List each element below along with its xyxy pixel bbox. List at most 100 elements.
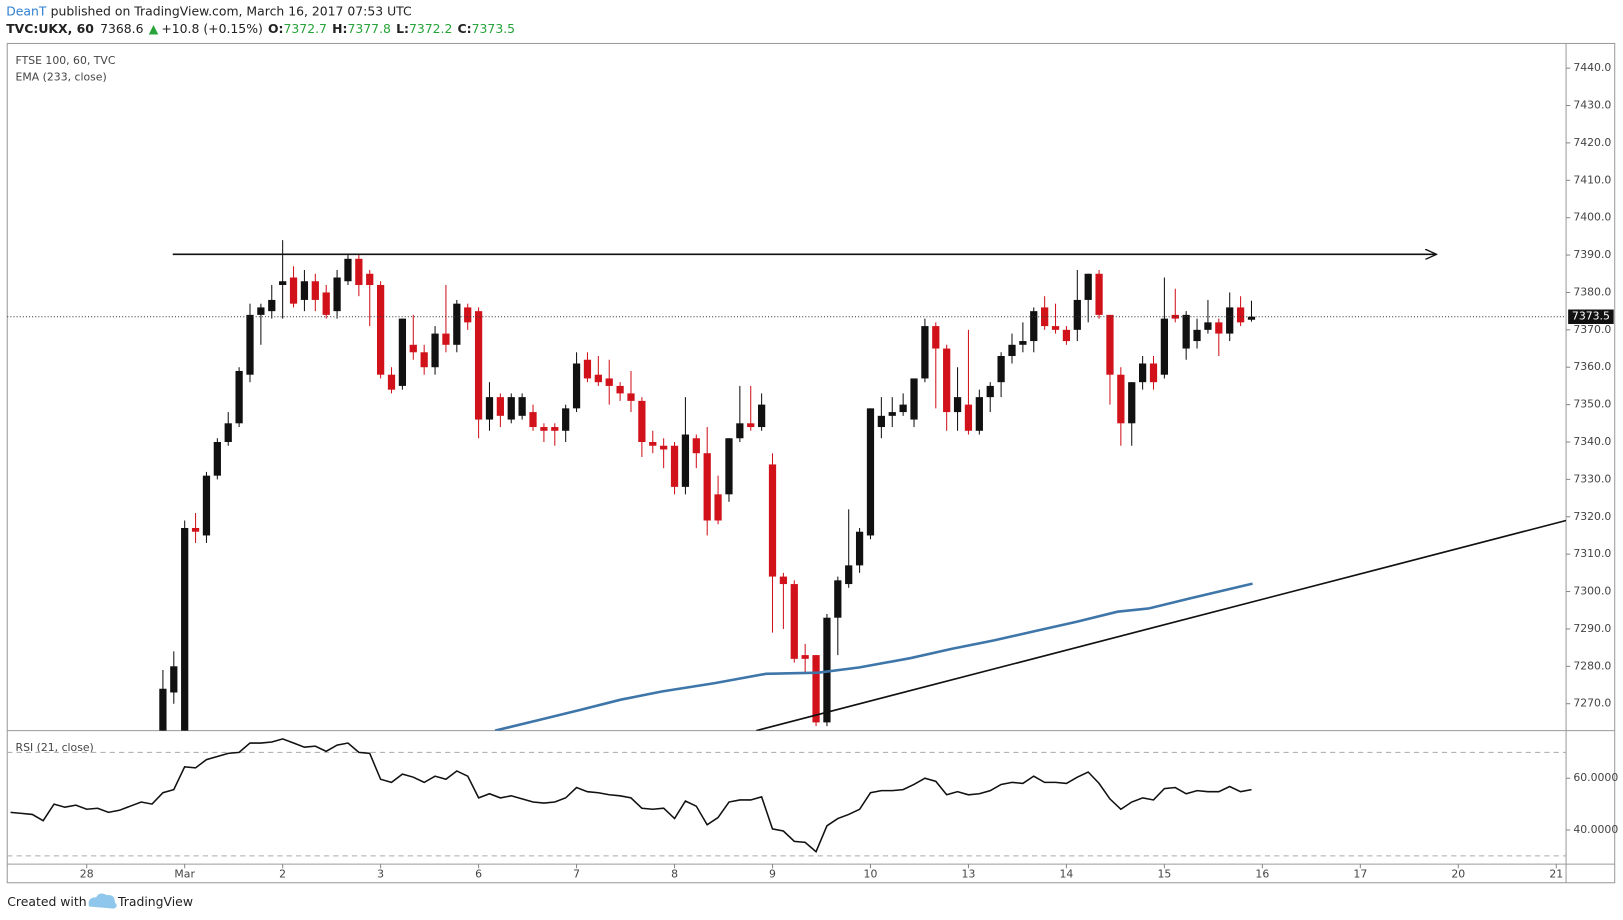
y-tick-label: 7440.0 [1573,61,1611,74]
candle-body [649,441,657,446]
candle-body [1095,273,1103,315]
x-tick-label: 28 [80,867,94,880]
candle-body [768,464,777,577]
candle-body [921,326,929,379]
candle-body [333,277,341,312]
candle-body [812,655,820,723]
candle-body [377,284,385,375]
candle-body [986,385,994,398]
candle-body [670,445,679,487]
candle-body [725,438,733,495]
candle-body [823,617,831,723]
candle-body [997,356,1005,383]
candle-body [431,333,439,368]
pane-1 [7,738,1567,857]
candle-body [235,370,243,424]
candle-body [779,576,788,585]
last-price-label: 7373.5 [1572,310,1610,323]
candle-body [1128,382,1136,424]
candle-body [594,374,602,383]
candle-body [246,314,254,375]
y-tick-label: 7320.0 [1573,510,1611,523]
candle-body [1106,314,1114,375]
candle-body [1247,316,1256,320]
y-tick-label: 7400.0 [1573,211,1611,224]
candle-body [1193,329,1201,342]
candle-body [1030,311,1038,342]
candle-body [442,333,450,345]
candle-body [518,397,526,416]
candle-body [159,688,167,731]
x-tick-label: 9 [769,867,776,880]
candle-body [289,277,298,304]
candle-body [660,445,668,450]
candle-body [300,281,309,300]
candle-body [540,427,548,431]
candle-body [583,359,592,379]
y-tick-label: 7410.0 [1573,173,1611,186]
quote-line: TVC:UKX, 60 7368.6 ▲ +10.8 (+0.15%) O:7372.7… [6,20,515,35]
trend-line [755,519,1567,731]
footer-brand[interactable]: TradingView [117,894,193,909]
candle-body [964,404,973,431]
y-tick-label: 7280.0 [1573,659,1611,672]
candle-body [420,352,428,368]
candle-body [845,565,853,585]
candle-body [224,423,232,442]
y-tick-label: 7330.0 [1573,472,1611,485]
candle-body [191,527,200,532]
candle-body [496,397,504,416]
series-line [10,738,1252,853]
candle-body [1051,326,1060,330]
candle-body [714,494,722,521]
candle-body [877,415,885,428]
candle-body [953,397,962,413]
candle-body [736,423,744,439]
candle-body [551,427,559,431]
candle-body [562,408,570,431]
candle-body [692,438,700,454]
x-tick-label: 17 [1353,867,1367,880]
candle-body [747,423,755,428]
published: published on TradingView.com, March 16, … [51,3,412,18]
candle-body [485,397,494,420]
candle-body [268,299,276,312]
x-tick-label: 13 [962,867,976,880]
candle-body [616,385,624,394]
y-tick-label: 7420.0 [1573,136,1611,149]
candle-body [790,584,798,659]
h-value: 7377.8 [347,20,391,35]
candle-body [1149,363,1158,383]
y-tick-label: 7370.0 [1573,323,1611,336]
y-tick-label: 7350.0 [1573,398,1611,411]
candle-body [453,303,461,345]
y-tick-label: 60.0000 [1573,771,1618,784]
candle-body [899,404,907,413]
candle-body [638,400,646,442]
c-label: C: [458,20,472,35]
o-label: O: [268,20,284,35]
footer-created: Created with [7,894,86,909]
y-tick-label: 7360.0 [1573,360,1611,373]
y-tick-label: 7290.0 [1573,622,1611,635]
pane-0 [159,240,1567,731]
candle-body [387,374,396,390]
candle-body [834,580,842,618]
candle-body [1182,314,1190,349]
x-tick-label: 7 [573,867,580,880]
logo[interactable] [88,893,117,909]
publisher[interactable]: DeanT [6,3,47,18]
chart-title: FTSE 100, 60, TVC [16,54,116,67]
candle-body [409,344,417,353]
candle-body [975,397,983,431]
y-tick-label: 7310.0 [1573,547,1611,560]
candle-body [322,292,330,315]
candle-body [1204,322,1212,330]
candle-body [572,363,581,409]
candle-body [1236,307,1245,323]
candle-body [855,531,864,566]
candle-body [681,434,690,487]
candle-body [1226,307,1234,334]
